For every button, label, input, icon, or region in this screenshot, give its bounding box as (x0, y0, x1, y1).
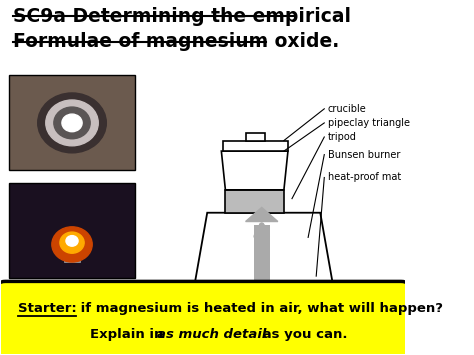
FancyBboxPatch shape (9, 75, 135, 170)
FancyBboxPatch shape (254, 225, 270, 292)
Text: Starter:: Starter: (18, 302, 76, 315)
Text: SC9a Determining the empirical: SC9a Determining the empirical (13, 7, 352, 26)
Circle shape (66, 236, 78, 246)
FancyBboxPatch shape (64, 248, 80, 262)
Circle shape (60, 232, 84, 253)
Circle shape (38, 93, 106, 153)
Text: as you can.: as you can. (258, 328, 347, 341)
Polygon shape (221, 151, 288, 190)
Polygon shape (246, 207, 278, 222)
Text: pipeclay triangle: pipeclay triangle (328, 118, 410, 128)
Text: as much detail: as much detail (157, 328, 266, 341)
Text: tripod: tripod (328, 132, 356, 142)
FancyBboxPatch shape (246, 133, 265, 141)
Text: heat: heat (234, 299, 265, 312)
FancyBboxPatch shape (226, 190, 284, 213)
Text: Bunsen burner: Bunsen burner (328, 149, 400, 160)
Text: Formulae of magnesium oxide.: Formulae of magnesium oxide. (13, 32, 340, 51)
Text: Explain in: Explain in (90, 328, 168, 341)
Circle shape (54, 107, 90, 139)
Circle shape (46, 100, 98, 146)
Text: heat-proof mat: heat-proof mat (328, 173, 401, 182)
Circle shape (62, 114, 82, 132)
FancyBboxPatch shape (0, 282, 411, 355)
FancyBboxPatch shape (9, 183, 135, 278)
Circle shape (52, 227, 92, 262)
Text: if magnesium is heated in air, what will happen?: if magnesium is heated in air, what will… (76, 302, 443, 315)
Polygon shape (191, 213, 337, 304)
FancyBboxPatch shape (223, 141, 288, 151)
Text: crucible: crucible (328, 104, 366, 114)
